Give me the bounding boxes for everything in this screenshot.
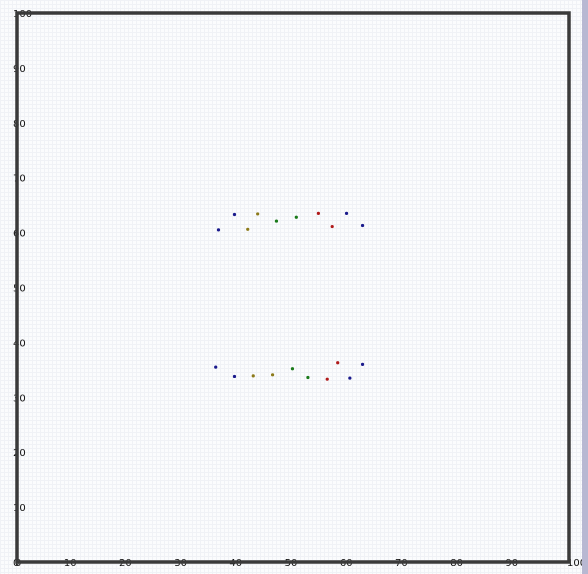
- y-tick-label: 50: [13, 284, 26, 295]
- data-point: [330, 224, 334, 229]
- data-point: [360, 362, 365, 366]
- data-point: [316, 211, 320, 215]
- data-point: [290, 367, 295, 371]
- y-tick-label: 20: [13, 448, 26, 459]
- data-point: [232, 374, 237, 379]
- data-point: [216, 228, 221, 232]
- data-point: [325, 377, 329, 381]
- data-point: [306, 375, 310, 380]
- x-tick-label: 100: [567, 558, 586, 569]
- scatter-points: [214, 211, 365, 381]
- plot-frame: [15, 11, 571, 564]
- data-point: [274, 219, 279, 223]
- data-point: [344, 211, 349, 215]
- data-point: [360, 223, 365, 228]
- y-tick-label: 30: [13, 393, 26, 404]
- window-right-edge: [582, 0, 588, 574]
- data-point: [336, 361, 340, 365]
- y-tick-label: 60: [13, 229, 26, 240]
- data-point: [256, 212, 260, 216]
- data-point: [246, 227, 250, 231]
- y-tick-label: 40: [13, 338, 26, 349]
- y-tick-label: 90: [13, 64, 26, 75]
- y-tick-label: 70: [13, 174, 26, 185]
- y-tick-label: 10: [13, 503, 26, 514]
- data-point: [214, 365, 218, 369]
- data-point: [251, 374, 255, 378]
- data-point: [348, 376, 352, 380]
- data-point: [294, 215, 298, 219]
- data-point: [232, 212, 237, 217]
- y-tick-label: 80: [13, 119, 26, 130]
- data-point: [270, 373, 275, 377]
